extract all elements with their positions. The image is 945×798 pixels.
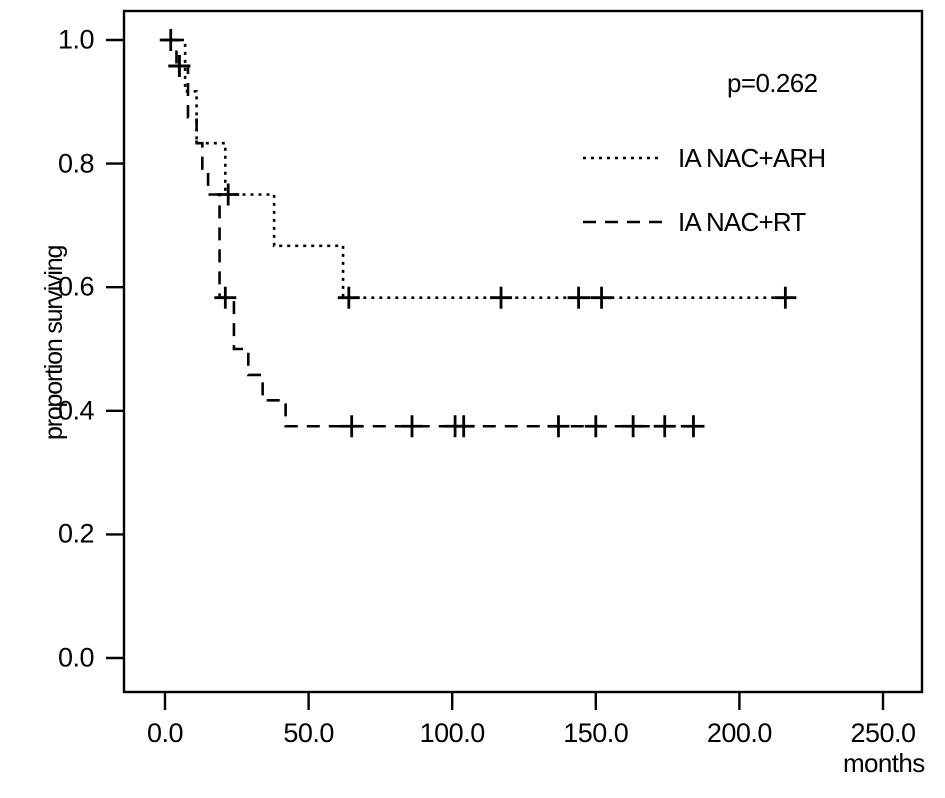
y-tick-label: 0.0 <box>57 642 95 673</box>
censor-mark <box>490 286 513 309</box>
censor-mark <box>774 286 797 309</box>
series-line-1 <box>165 38 700 428</box>
censor-mark <box>584 415 607 438</box>
censor-mark <box>547 415 570 438</box>
censor-mark <box>653 415 676 438</box>
censor-mark <box>214 286 237 309</box>
plot-frame <box>122 9 924 694</box>
p-value-annotation: p=0.262 <box>727 68 818 98</box>
censor-mark <box>159 29 182 51</box>
censor-mark <box>567 286 590 309</box>
x-tick-label: 0.0 <box>146 718 184 748</box>
censor-mark <box>400 415 423 438</box>
x-axis-ticks <box>163 692 885 710</box>
censor-mark <box>340 415 363 438</box>
y-axis-ticks <box>106 38 124 660</box>
censor-mark <box>337 286 360 309</box>
y-tick-label: 0.6 <box>57 271 95 302</box>
x-tick-label: 150.0 <box>563 718 629 748</box>
y-tick-label: 0.8 <box>57 148 95 179</box>
censor-mark <box>168 54 191 77</box>
y-tick-label: 0.2 <box>57 518 95 549</box>
censor-mark <box>452 415 475 438</box>
censor-marks <box>159 29 797 438</box>
x-tick-label: 50.0 <box>283 718 334 748</box>
series-line-0 <box>165 38 792 300</box>
censor-mark <box>682 415 705 438</box>
y-tick-label: 1.0 <box>57 24 95 55</box>
censor-mark <box>590 286 613 309</box>
censor-mark <box>217 183 240 206</box>
x-tick-label: 250.0 <box>850 718 916 748</box>
x-tick-label: 100.0 <box>419 718 486 748</box>
y-axis-title: proportion surviving <box>40 245 68 440</box>
x-tick-label: 200.0 <box>706 718 773 748</box>
censor-mark <box>622 415 645 438</box>
series-lines <box>165 38 792 428</box>
x-axis-title: months <box>843 748 925 778</box>
legend-label-ia-nac-rt: IA NAC+RT <box>678 207 806 237</box>
y-tick-label: 0.4 <box>57 395 95 426</box>
legend-label-ia-nac-arh: IA NAC+ARH <box>678 143 826 173</box>
legend-line-samples <box>583 156 663 224</box>
